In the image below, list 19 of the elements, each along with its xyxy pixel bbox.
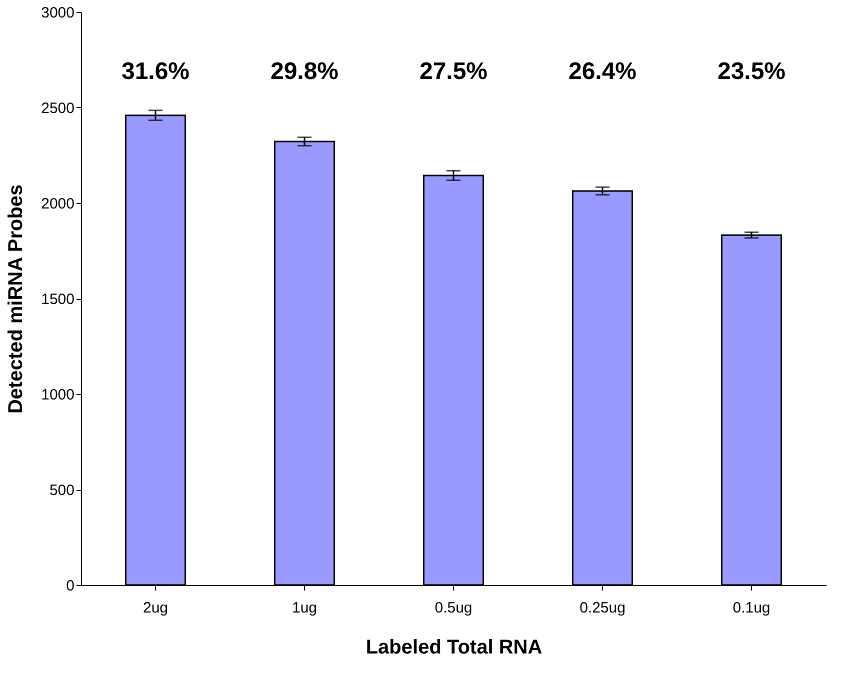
x-tick-label: 0.5ug — [434, 600, 472, 616]
y-tick-label: 3000 — [41, 4, 74, 22]
y-tick-label: 1500 — [41, 291, 74, 308]
x-tick-label: 2ug — [142, 600, 168, 616]
annotation: 27.5% — [419, 58, 488, 85]
annotation: 23.5% — [717, 58, 786, 85]
y-axis-title: Detected miRNA Probes — [5, 184, 28, 414]
annotation: 26.4% — [568, 58, 637, 85]
x-axis-title: Labeled Total RNA — [366, 636, 542, 658]
annotation: 31.6% — [121, 58, 190, 85]
y-tick-label: 500 — [49, 482, 74, 499]
y-tick-label: 2500 — [41, 100, 74, 117]
annotation: 29.8% — [270, 58, 339, 85]
y-tick-label: 1000 — [41, 386, 74, 404]
x-tick-label: 0.1ug — [732, 600, 770, 616]
y-tick-label: 2000 — [41, 196, 74, 212]
x-tick-label: 0.25ug — [580, 600, 626, 616]
x-tick-label: 1ug — [292, 600, 318, 616]
y-tick-label: 0 — [66, 578, 74, 594]
